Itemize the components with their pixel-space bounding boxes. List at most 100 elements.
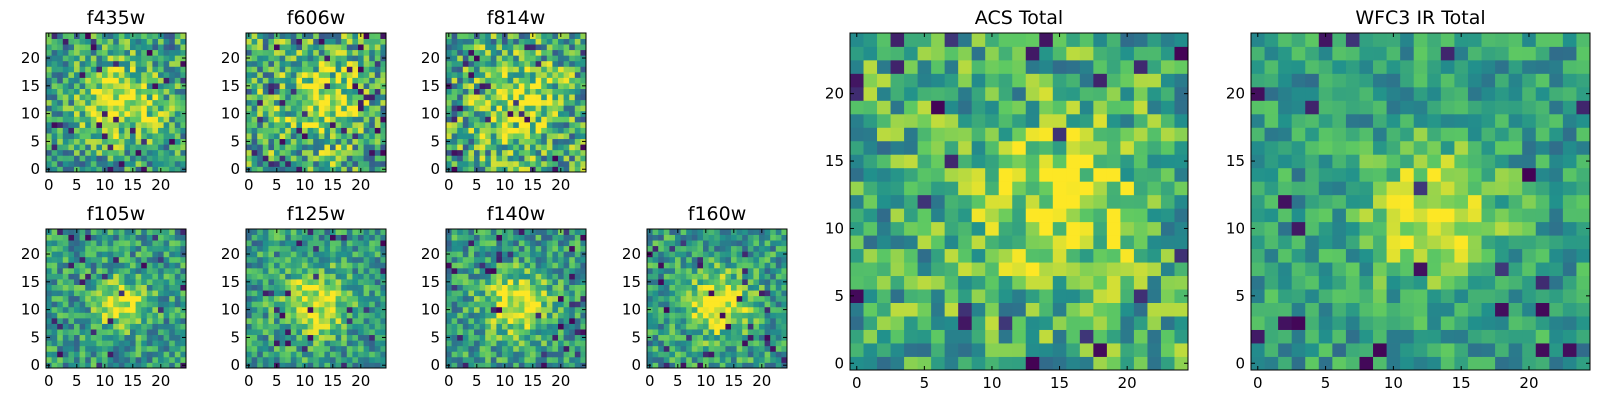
heatmap-cell bbox=[877, 208, 891, 223]
heatmap-cell bbox=[546, 77, 553, 84]
heatmap-cell bbox=[485, 334, 492, 341]
heatmap-cell bbox=[697, 323, 704, 330]
heatmap-cell bbox=[279, 77, 286, 84]
heatmap-cell bbox=[541, 317, 548, 324]
heatmap-cell bbox=[863, 181, 878, 196]
heatmap-cell bbox=[51, 88, 58, 95]
heatmap-cell bbox=[51, 290, 58, 297]
heatmap-cell bbox=[141, 160, 148, 167]
heatmap-cell bbox=[352, 144, 359, 151]
heatmap-cell bbox=[479, 160, 486, 167]
heatmap-cell bbox=[346, 306, 353, 313]
heatmap-cell bbox=[302, 323, 308, 330]
x-tick-label: 15 bbox=[523, 176, 542, 194]
heatmap-cell bbox=[107, 290, 114, 297]
heatmap-cell bbox=[79, 99, 86, 106]
heatmap-cell bbox=[1174, 208, 1189, 223]
heatmap-cell bbox=[113, 267, 120, 274]
heatmap-cell bbox=[313, 133, 320, 140]
heatmap-cell bbox=[658, 340, 665, 347]
heatmap-cell bbox=[753, 240, 760, 247]
heatmap-cell bbox=[686, 329, 693, 336]
heatmap-cell bbox=[518, 66, 525, 73]
heatmap-cell bbox=[146, 362, 153, 369]
heatmap-cell bbox=[518, 229, 525, 235]
heatmap-cell bbox=[904, 167, 918, 182]
heatmap-cell bbox=[863, 221, 878, 236]
heatmap-cell bbox=[457, 301, 464, 308]
heatmap-cell bbox=[274, 94, 280, 101]
x-tick-label: 15 bbox=[123, 372, 142, 390]
heatmap-cell bbox=[158, 290, 164, 297]
heatmap-cell bbox=[574, 301, 581, 308]
heatmap-cell bbox=[369, 33, 376, 39]
heatmap-cell bbox=[546, 94, 553, 101]
heatmap-cell bbox=[290, 279, 297, 285]
heatmap-cell bbox=[369, 166, 376, 173]
heatmap-cell bbox=[775, 245, 782, 252]
heatmap-cell bbox=[890, 289, 905, 303]
heatmap-cell bbox=[1120, 356, 1135, 371]
heatmap-cell bbox=[530, 88, 536, 95]
heatmap-cell bbox=[507, 229, 514, 235]
heatmap-cell bbox=[107, 267, 114, 274]
heatmap-cell bbox=[57, 99, 64, 106]
heatmap-cell bbox=[507, 329, 514, 336]
heatmap-cell bbox=[341, 317, 348, 324]
heatmap-cell bbox=[479, 306, 486, 313]
heatmap-cell bbox=[285, 362, 292, 369]
heatmap-cell bbox=[697, 290, 704, 297]
heatmap-cell bbox=[652, 340, 659, 347]
heatmap-cell bbox=[279, 284, 286, 291]
heatmap-cell bbox=[877, 181, 891, 196]
heatmap-cell bbox=[163, 66, 170, 73]
heatmap-cell bbox=[518, 351, 525, 358]
heatmap-cell bbox=[341, 149, 348, 156]
heatmap-cell bbox=[998, 289, 1013, 303]
heatmap-cell bbox=[1093, 343, 1108, 357]
heatmap-cell bbox=[113, 121, 120, 128]
heatmap-cell bbox=[158, 133, 164, 140]
heatmap-cell bbox=[318, 229, 325, 235]
heatmap-cell bbox=[457, 149, 464, 156]
heatmap-cell bbox=[1160, 167, 1175, 182]
heatmap-cell bbox=[541, 60, 548, 67]
heatmap-cell bbox=[759, 345, 765, 352]
heatmap-cell bbox=[535, 290, 542, 297]
heatmap-cell bbox=[931, 343, 946, 357]
heatmap-cell bbox=[574, 160, 581, 167]
heatmap-cell bbox=[725, 251, 732, 258]
heatmap-cell bbox=[262, 144, 269, 151]
heatmap-cell bbox=[51, 340, 58, 347]
heatmap-cell bbox=[647, 273, 653, 280]
heatmap-cell bbox=[90, 256, 97, 263]
heatmap-cell bbox=[490, 301, 497, 308]
heatmap-cell bbox=[51, 121, 58, 128]
heatmap-cell bbox=[490, 133, 497, 140]
heatmap-cell bbox=[113, 83, 120, 89]
heatmap-cell bbox=[890, 262, 905, 277]
heatmap-cell bbox=[759, 273, 765, 280]
heatmap-cell bbox=[246, 133, 252, 140]
heatmap-cell bbox=[358, 110, 364, 117]
heatmap-cell bbox=[374, 127, 381, 134]
heatmap-cell bbox=[513, 99, 520, 106]
heatmap-cell bbox=[781, 323, 788, 330]
heatmap-cell bbox=[296, 71, 303, 78]
heatmap-cell bbox=[541, 88, 548, 95]
heatmap-cell bbox=[51, 334, 58, 341]
heatmap-cell bbox=[507, 340, 514, 347]
heatmap-cell bbox=[124, 44, 131, 51]
heatmap-cell bbox=[703, 301, 709, 308]
heatmap-cell bbox=[513, 240, 520, 247]
heatmap-cell bbox=[90, 44, 97, 51]
heatmap-cell bbox=[569, 155, 576, 162]
heatmap-cell bbox=[753, 345, 760, 352]
heatmap-cell bbox=[163, 240, 170, 247]
heatmap-cell bbox=[1106, 316, 1121, 330]
heatmap-cell bbox=[68, 55, 75, 62]
heatmap-cell bbox=[904, 356, 918, 371]
heatmap-cell bbox=[313, 362, 320, 369]
heatmap-cell bbox=[647, 312, 653, 319]
heatmap-cell bbox=[446, 301, 452, 308]
